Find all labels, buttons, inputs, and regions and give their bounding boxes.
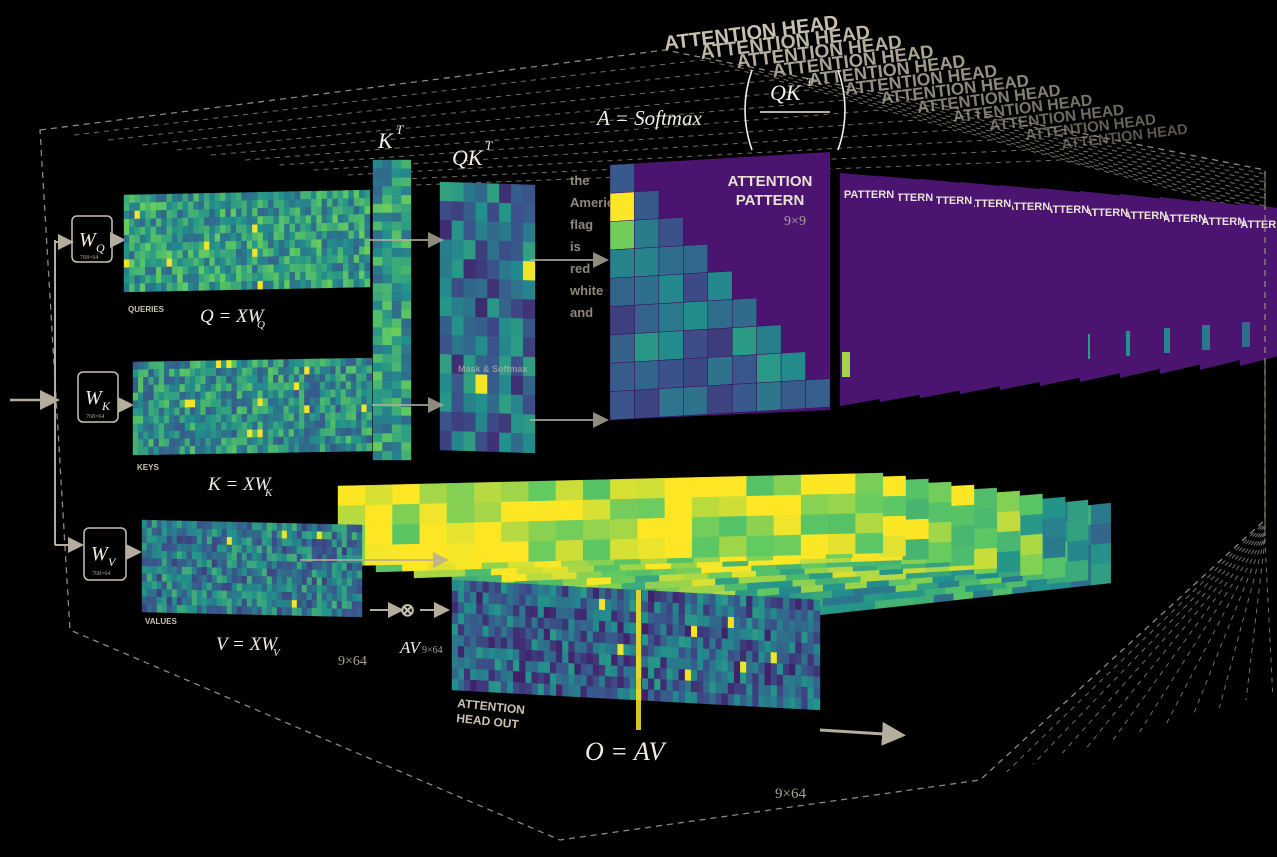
back-band-1 bbox=[337, 472, 883, 567]
svg-text:QK: QK bbox=[452, 145, 484, 170]
svg-text:K = XW: K = XW bbox=[207, 474, 273, 495]
svg-text:Q = XW: Q = XW bbox=[200, 306, 266, 327]
svg-text:W: W bbox=[91, 543, 110, 565]
v-cells bbox=[141, 519, 363, 618]
back-pattern-label-1: PATTERN bbox=[844, 189, 894, 201]
keys-label: KEYS bbox=[137, 463, 159, 472]
back-pattern-1: PATTERN bbox=[840, 173, 898, 406]
keys-transpose-column bbox=[372, 159, 412, 461]
values-equation: V = XW V bbox=[216, 634, 281, 659]
svg-text:Q: Q bbox=[257, 319, 265, 331]
softmax-equation: A = Softmax QK T bbox=[595, 69, 846, 151]
token-label: and bbox=[570, 305, 593, 320]
back-pattern-label-6: PATTERN bbox=[1039, 204, 1089, 216]
svg-text:K: K bbox=[101, 399, 111, 413]
output-equation: O = AV bbox=[585, 737, 667, 766]
svg-text:9×64: 9×64 bbox=[422, 645, 443, 656]
queries-label: QUERIES bbox=[128, 305, 165, 314]
svg-text:T: T bbox=[485, 138, 493, 153]
head-frame-1 bbox=[74, 59, 1266, 773]
back-pattern-label-11: PATTERN bbox=[1234, 219, 1277, 231]
mask-softmax-label: Mask & Softmax bbox=[458, 364, 528, 374]
attention-pattern-label: ATTENTION PATTERN 9×9 bbox=[728, 173, 813, 229]
queries-equation: Q = XW Q bbox=[200, 306, 266, 331]
token-label: red bbox=[570, 261, 590, 276]
svg-text:V: V bbox=[108, 555, 117, 569]
queries-matrix bbox=[123, 189, 371, 293]
front-head-frame bbox=[39, 49, 1266, 841]
keys-matrix bbox=[132, 357, 373, 456]
values-dims: 9×64 bbox=[338, 654, 367, 669]
front-head: ATTENTION HEAD W Q 768×64 W K 768×64 W V… bbox=[10, 12, 1266, 841]
values-matrix bbox=[141, 519, 363, 618]
qk-symbol: QK T bbox=[452, 138, 493, 170]
svg-text:V = XW: V = XW bbox=[216, 634, 279, 655]
output-arrow bbox=[819, 721, 906, 746]
svg-text:⊗: ⊗ bbox=[400, 600, 415, 620]
stacked-heads: PATTERNPATTERNPATTERNPATTERNPATTERNPATTE… bbox=[337, 173, 1277, 627]
k-cells bbox=[132, 357, 373, 456]
back-pattern-label-5: PATTERN bbox=[1000, 201, 1050, 213]
svg-text:W: W bbox=[79, 229, 98, 251]
svg-text:V: V bbox=[273, 647, 281, 659]
qk-cells bbox=[439, 181, 536, 454]
svg-text:T: T bbox=[396, 122, 404, 137]
back-pattern-9: PATTERN bbox=[1156, 197, 1206, 374]
svg-text:ATTENTION: ATTENTION bbox=[728, 173, 813, 190]
q-cells bbox=[123, 189, 371, 293]
head-frame-5 bbox=[210, 99, 1266, 741]
token-label: white bbox=[569, 283, 603, 298]
attention-head-out-matrix bbox=[451, 579, 821, 730]
back-pattern-11: PATTERN bbox=[1234, 203, 1277, 366]
svg-text:A = Softmax: A = Softmax bbox=[595, 106, 702, 130]
token-label: flag bbox=[570, 217, 593, 232]
back-pattern-label-10: PATTERN bbox=[1195, 216, 1245, 228]
svg-text:HEAD OUT: HEAD OUT bbox=[456, 711, 520, 732]
svg-text:QK: QK bbox=[770, 80, 802, 105]
values-label: VALUES bbox=[145, 617, 178, 626]
svg-text:9×9: 9×9 bbox=[784, 214, 806, 229]
keys-transpose-symbol: K T bbox=[377, 122, 404, 153]
token-label: is bbox=[570, 239, 581, 254]
wq-box: W Q 768×64 bbox=[71, 215, 126, 263]
back-pattern-10: PATTERN bbox=[1195, 200, 1245, 370]
svg-text:768×64: 768×64 bbox=[92, 571, 110, 577]
back-pattern-label-9: PATTERN bbox=[1156, 213, 1206, 225]
head-frame-3 bbox=[142, 79, 1266, 757]
av-product: ⊗ AV 9×64 bbox=[370, 600, 450, 657]
wv-box: W V 768×64 bbox=[83, 527, 142, 581]
wk-box: W K 768×64 bbox=[77, 371, 134, 423]
token-label: the bbox=[570, 173, 590, 188]
svg-text:768×64: 768×64 bbox=[86, 414, 104, 420]
svg-text:PATTERN: PATTERN bbox=[736, 192, 805, 209]
kt-cells bbox=[372, 159, 412, 461]
svg-text:AV: AV bbox=[399, 638, 423, 657]
o-cells bbox=[451, 579, 821, 711]
svg-text:T: T bbox=[806, 75, 814, 89]
back-pattern-label-7: PATTERN bbox=[1078, 207, 1128, 219]
head-frame-11 bbox=[416, 159, 1274, 693]
back-pattern-label-8: PATTERN bbox=[1117, 210, 1167, 222]
keys-equation: K = XW K bbox=[207, 474, 273, 499]
svg-text:W: W bbox=[85, 387, 104, 409]
attention-head-out-label: ATTENTION HEAD OUT bbox=[456, 696, 526, 732]
output-dims: 9×64 bbox=[775, 786, 806, 802]
svg-text:K: K bbox=[377, 128, 394, 153]
qk-matrix bbox=[439, 181, 536, 454]
svg-text:768×64: 768×64 bbox=[80, 255, 98, 261]
svg-text:K: K bbox=[264, 487, 273, 499]
svg-text:Q: Q bbox=[96, 241, 105, 255]
head-frame-7 bbox=[279, 119, 1266, 725]
attention-pattern-matrix bbox=[609, 152, 831, 421]
